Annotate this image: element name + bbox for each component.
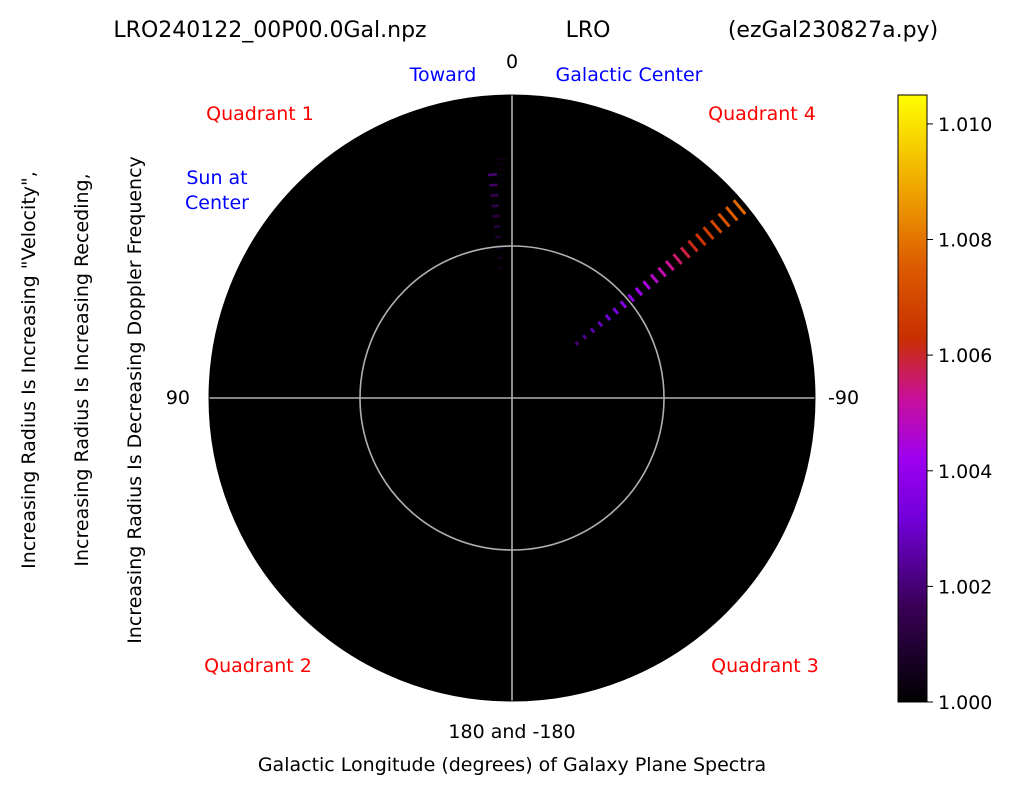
quadrant-2-label: Quadrant 2 bbox=[204, 655, 312, 677]
heatmap-cell bbox=[619, 300, 628, 309]
heatmap-cell bbox=[664, 260, 675, 272]
heatmap-cell bbox=[574, 340, 580, 346]
quadrant-3-label: Quadrant 3 bbox=[711, 655, 819, 677]
heatmap-cell bbox=[657, 266, 667, 278]
quadrant-1-label: Quadrant 1 bbox=[206, 103, 314, 125]
heatmap-cell bbox=[649, 273, 659, 284]
angle-tick-180: 180 and -180 bbox=[448, 721, 575, 743]
annotation-toward: Toward bbox=[409, 64, 477, 86]
annotation-galactic-center: Galactic Center bbox=[556, 64, 703, 86]
colorbar-tick-label: 1.002 bbox=[938, 576, 992, 598]
colorbar bbox=[897, 94, 928, 703]
polar-outline bbox=[208, 94, 816, 702]
chart-title-program: (ezGal230827a.py) bbox=[728, 18, 938, 43]
heatmap-cell bbox=[597, 320, 604, 328]
heatmap-cell bbox=[702, 226, 715, 240]
heatmap-cell bbox=[694, 233, 707, 247]
colorbar-tick-label: 1.010 bbox=[938, 114, 992, 136]
heatmap-cell bbox=[725, 206, 739, 222]
heatmap-cell bbox=[493, 225, 501, 229]
heatmap-cell bbox=[634, 287, 644, 297]
y-axis-label-line3: Increasing Radius Is Decreasing Doppler … bbox=[124, 156, 146, 644]
annotation-sun-line2: Center bbox=[185, 192, 249, 214]
heatmap-cell bbox=[612, 307, 620, 315]
heatmap-cell bbox=[627, 293, 636, 303]
angle-tick-0: 0 bbox=[506, 51, 518, 73]
chart-title-station: LRO bbox=[566, 18, 611, 43]
heatmap-cell bbox=[717, 212, 731, 228]
heatmap-cell bbox=[589, 327, 596, 334]
heatmap-cell bbox=[687, 239, 699, 253]
heatmap-cell bbox=[672, 253, 683, 265]
heatmap-cell bbox=[604, 313, 612, 322]
heatmap-cell bbox=[732, 199, 747, 215]
colorbar-tick-label: 1.000 bbox=[938, 692, 992, 714]
colorbar-tick-label: 1.006 bbox=[938, 345, 992, 367]
heatmap-cell bbox=[582, 334, 588, 340]
heatmap-cell bbox=[490, 193, 499, 198]
chart-title-filename: LRO240122_00P00.0Gal.npz bbox=[113, 18, 426, 43]
x-axis-label: Galactic Longitude (degrees) of Galaxy P… bbox=[258, 754, 766, 776]
quadrant-4-label: Quadrant 4 bbox=[708, 103, 816, 125]
angle-tick-neg90: -90 bbox=[828, 387, 859, 409]
angle-tick-90: 90 bbox=[166, 387, 190, 409]
colorbar-ticks: 1.000 1.002 1.004 1.006 1.008 1.010 bbox=[927, 114, 992, 714]
heatmap-cell bbox=[642, 280, 651, 290]
y-axis-label-line2: Increasing Radius Is Increasing Receding… bbox=[71, 173, 93, 566]
heatmap-cell bbox=[487, 172, 498, 177]
heatmap-cell bbox=[489, 183, 498, 187]
colorbar-tick-label: 1.008 bbox=[938, 230, 992, 252]
y-axis-label-line1: Increasing Radius Is Increasing "Velocit… bbox=[18, 171, 40, 569]
colorbar-tick-label: 1.004 bbox=[938, 461, 992, 483]
heatmap-cell bbox=[679, 246, 691, 259]
annotation-sun-line1: Sun at bbox=[186, 167, 247, 189]
heatmap-cell bbox=[709, 219, 723, 234]
grid-circle-inner bbox=[359, 245, 665, 551]
heatmap-cell bbox=[494, 235, 501, 239]
heatmap-cell bbox=[491, 204, 499, 208]
heatmap-cell bbox=[492, 214, 500, 218]
heatmap-layer bbox=[487, 157, 747, 346]
